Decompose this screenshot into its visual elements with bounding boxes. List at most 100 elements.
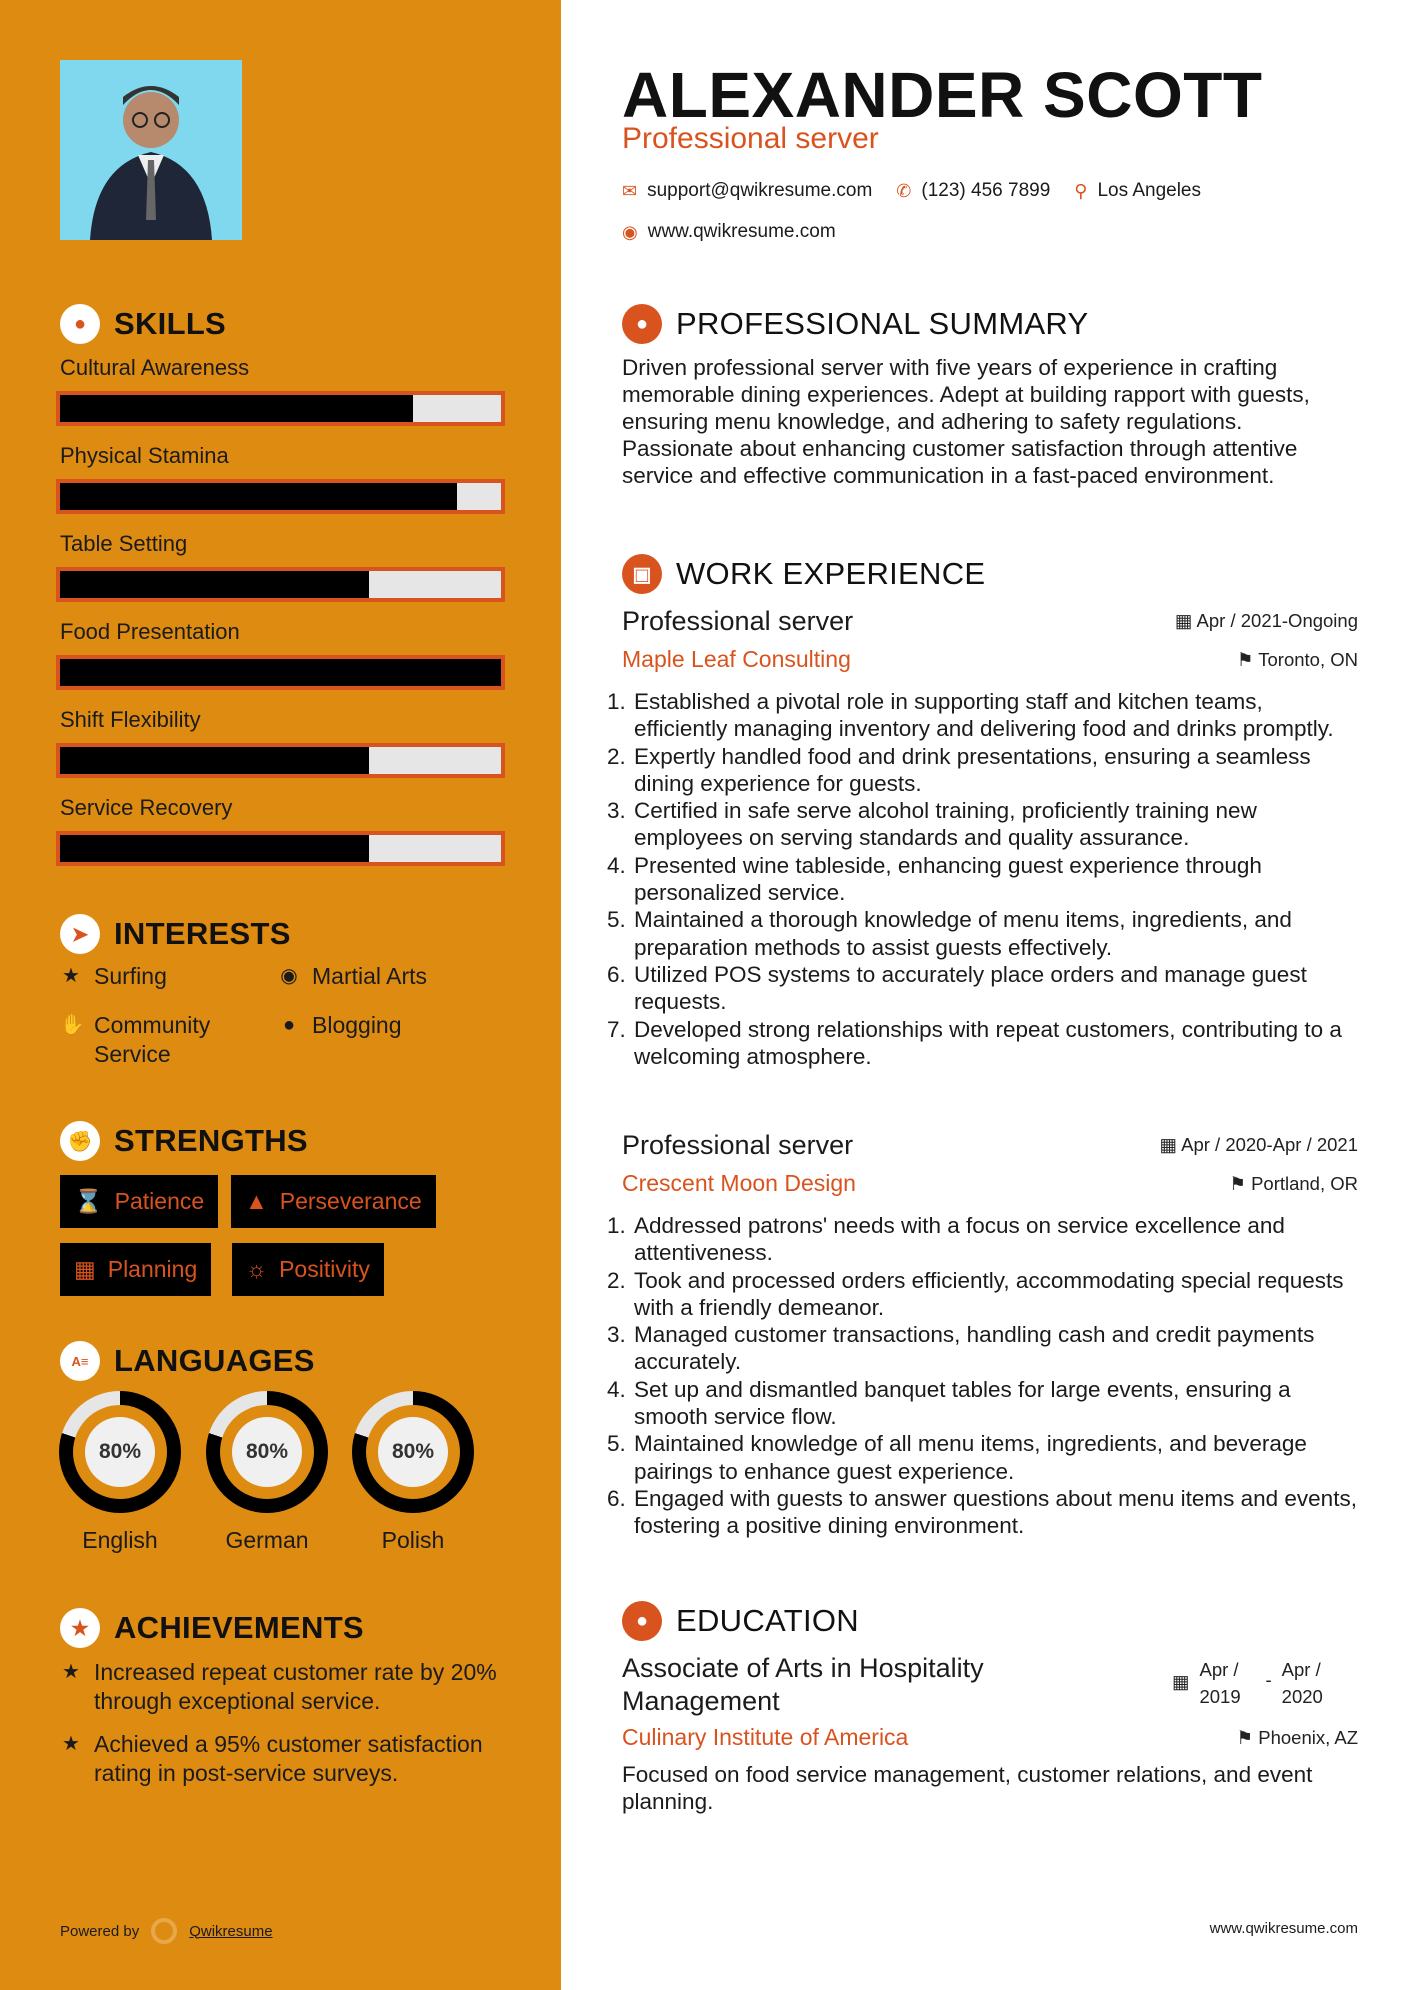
sun-icon: ☼ (246, 1256, 268, 1282)
stars-icon: ★ (62, 1733, 80, 1755)
skill-bar-fill (60, 395, 413, 422)
skill-bar-fill (60, 747, 369, 774)
strength-label: Patience (114, 1188, 205, 1214)
job-location: ⚑ Portland, OR (1229, 1173, 1358, 1195)
calendar-icon: ▦ (1172, 1671, 1190, 1692)
language-donut: 80% (206, 1391, 328, 1513)
dates-text: Apr / 2020-Apr / 2021 (1181, 1134, 1358, 1155)
location-text: Portland, OR (1251, 1173, 1358, 1194)
skill-bar (56, 567, 505, 602)
summary-title: PROFESSIONAL SUMMARY (676, 306, 1089, 341)
end-date: Apr / 2020 (1281, 1659, 1323, 1707)
job-location: ⚑ Toronto, ON (1237, 649, 1358, 671)
education-description: Focused on food service management, cust… (622, 1762, 1313, 1814)
skill-bar-fill (60, 571, 369, 598)
job-bullets: Established a pivotal role in supporting… (614, 688, 1360, 1070)
language-percent: 80% (378, 1417, 448, 1487)
stars-icon: ★ (62, 1661, 80, 1683)
skill-bar (56, 831, 505, 866)
lightbulb-icon: ● (60, 304, 100, 344)
hourglass-icon: ⌛ (74, 1188, 103, 1214)
interest-item: ● Blogging (278, 1011, 402, 1040)
map-marker-icon: ⚲ (1074, 180, 1088, 201)
language-percent: 80% (232, 1417, 302, 1487)
languages-title: LANGUAGES (114, 1343, 315, 1378)
job-bullet: Presented wine tableside, enhancing gues… (632, 852, 1360, 907)
language-label: German (225, 1527, 309, 1553)
globe-icon: ◉ (622, 221, 638, 242)
education-heading: ● EDUCATION (622, 1599, 859, 1643)
degree-title: Associate of Arts in Hospitality Managem… (622, 1653, 984, 1716)
strength-chip: ☼ Positivity (232, 1243, 384, 1296)
job-bullet: Engaged with guests to answer questions … (632, 1485, 1360, 1540)
users-icon: ● (282, 1014, 296, 1036)
achievements-heading: ★ ACHIEVEMENTS (60, 1606, 364, 1650)
phone-text: (123) 456 7899 (921, 180, 1051, 201)
skill-label: Table Setting (60, 531, 188, 556)
pin-icon: ⚑ (1229, 1173, 1252, 1194)
summary-text: Driven professional server with five yea… (622, 355, 1310, 488)
skill-label: Shift Flexibility (60, 707, 201, 732)
job-bullet: Maintained knowledge of all menu items, … (632, 1430, 1360, 1485)
skill-label: Service Recovery (60, 795, 233, 820)
job-bullets: Addressed patrons' needs with a focus on… (614, 1212, 1360, 1540)
education-location: ⚑ Phoenix, AZ (1237, 1727, 1359, 1749)
achievements-title: ACHIEVEMENTS (114, 1610, 364, 1645)
briefcase-icon: ▣ (622, 554, 662, 594)
candidate-name: ALEXANDER SCOTT (622, 59, 1263, 131)
footer-website[interactable]: www.qwikresume.com (1209, 1920, 1358, 1937)
profile-photo (60, 60, 242, 240)
calendar-icon: ▦ (1174, 610, 1197, 631)
job-bullet: Maintained a thorough knowledge of menu … (632, 906, 1360, 961)
skill-bar-fill (60, 835, 369, 862)
skill-bar (56, 479, 505, 514)
website-link[interactable]: www.qwikresume.com (647, 221, 836, 242)
skill-bar-fill (60, 659, 501, 686)
qwikresume-link[interactable]: Qwikresume (189, 1922, 273, 1940)
job-bullet: Established a pivotal role in supporting… (632, 688, 1360, 743)
language-donut: 80% (352, 1391, 474, 1513)
email-link[interactable]: support@qwikresume.com (647, 180, 873, 201)
strength-label: Planning (107, 1256, 198, 1282)
skills-heading: ● SKILLS (60, 302, 226, 346)
job-dates: ▦ Apr / 2021-Ongoing (1175, 610, 1358, 632)
interests-title: INTERESTS (114, 916, 291, 951)
calendar-icon: ▦ (74, 1256, 96, 1282)
language-percent: 80% (85, 1417, 155, 1487)
calendar-icon: ▦ (1159, 1134, 1182, 1155)
pin-icon: ⚑ (1236, 649, 1259, 670)
interest-item: ✋ Community Service (60, 1011, 244, 1069)
candidate-title: Professional server (622, 122, 879, 155)
language-icon: A≡ (60, 1341, 100, 1381)
strength-chip: ▲ Perseverance (231, 1175, 436, 1228)
interest-label: Blogging (312, 1012, 402, 1038)
job-bullet: Utilized POS systems to accurately place… (632, 961, 1360, 1016)
website-row: ◉ www.qwikresume.com (622, 221, 836, 243)
strength-label: Perseverance (279, 1188, 422, 1214)
education-title: EDUCATION (676, 1603, 859, 1638)
job-bullet: Set up and dismantled banquet tables for… (632, 1376, 1360, 1431)
job-title: Professional server (622, 606, 854, 636)
strengths-heading: ✊ STRENGTHS (60, 1119, 308, 1163)
location-text: Phoenix, AZ (1258, 1727, 1358, 1748)
achievement-text: Increased repeat customer rate by 20% th… (94, 1659, 497, 1714)
job-bullet: Developed strong relationships with repe… (632, 1016, 1360, 1071)
skill-bar (56, 391, 505, 426)
powered-by: Powered by Qwikresume (60, 1918, 273, 1944)
company-name: Maple Leaf Consulting (622, 646, 851, 672)
school-name: Culinary Institute of America (622, 1724, 909, 1750)
skill-bar-fill (60, 483, 457, 510)
skill-label: Physical Stamina (60, 443, 229, 468)
strength-chip: ⌛ Patience (60, 1175, 219, 1228)
strength-label: Positivity (279, 1256, 370, 1282)
contact-row: ✉ support@qwikresume.com ✆ (123) 456 7899 … (622, 180, 1201, 202)
job-bullet: Certified in safe serve alcohol training… (632, 797, 1360, 852)
skill-bar (56, 655, 505, 690)
interest-item: ★ Surfing (60, 962, 244, 991)
interest-item: ◉ Martial Arts (278, 962, 427, 991)
strengths-title: STRENGTHS (114, 1123, 308, 1158)
skill-label: Food Presentation (60, 619, 240, 644)
user-icon: ● (622, 304, 662, 344)
job-dates: ▦ Apr / 2020-Apr / 2021 (1160, 1134, 1359, 1156)
achievement-item: ★ Achieved a 95% customer satisfaction ra… (60, 1730, 504, 1788)
